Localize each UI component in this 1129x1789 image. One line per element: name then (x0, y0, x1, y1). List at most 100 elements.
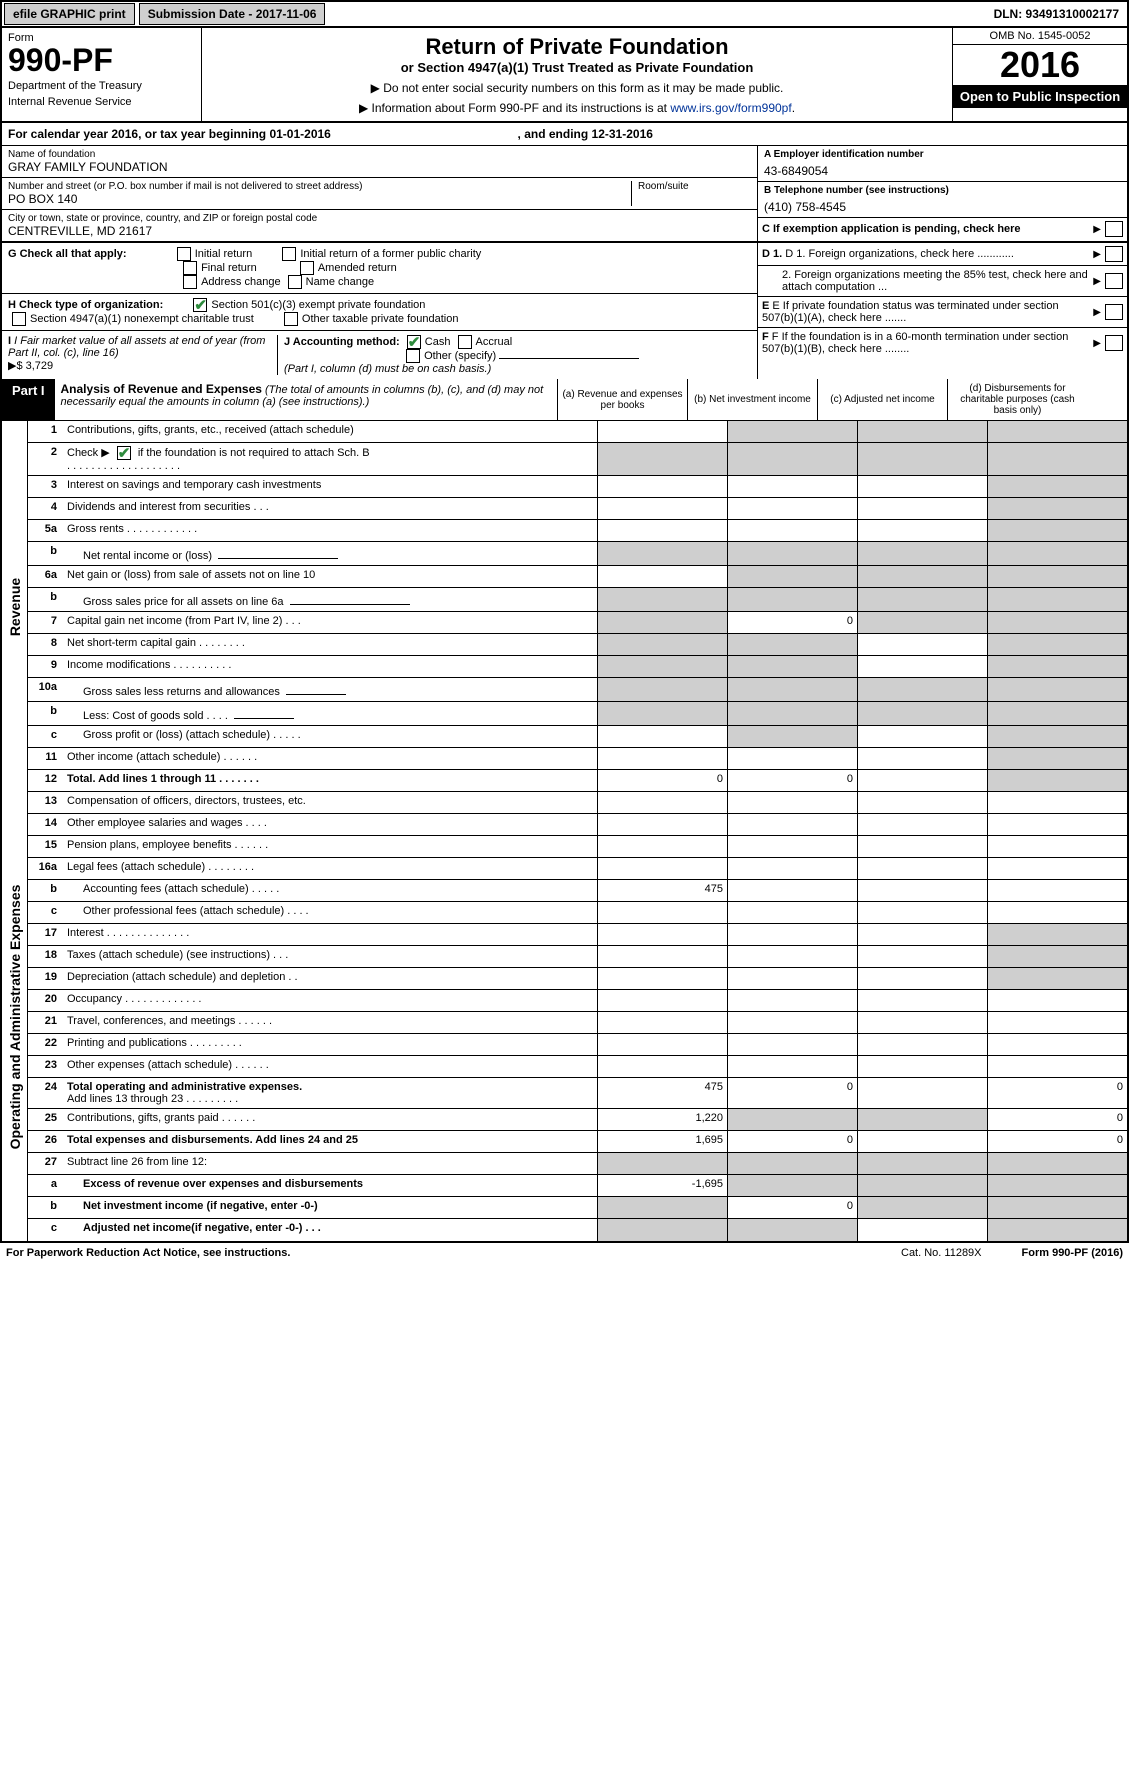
row-10b: bLess: Cost of goods sold . . . . (28, 702, 1127, 726)
h-other-cb[interactable] (284, 312, 298, 326)
g-cb-1[interactable] (282, 247, 296, 261)
e-row: E E If private foundation status was ter… (758, 297, 1127, 328)
info-block: Name of foundation GRAY FAMILY FOUNDATIO… (0, 146, 1129, 243)
row-27: 27Subtract line 26 from line 12: (28, 1153, 1127, 1175)
c-cell: C If exemption application is pending, c… (758, 218, 1127, 240)
form-header: Form 990-PF Department of the Treasury I… (0, 28, 1129, 123)
row-6a: 6aNet gain or (loss) from sale of assets… (28, 566, 1127, 588)
row-22: 22Printing and publications . . . . . . … (28, 1034, 1127, 1056)
hdr-mid: Return of Private Foundation or Section … (202, 28, 952, 121)
ij-row: I I Fair market value of all assets at e… (2, 331, 757, 379)
tax-year: 2016 (953, 45, 1127, 85)
e-cb[interactable] (1105, 304, 1123, 320)
col-d: (d) Disbursements for charitable purpose… (947, 379, 1087, 420)
row-16b: bAccounting fees (attach schedule) . . .… (28, 880, 1127, 902)
side-revenue: Revenue (7, 577, 23, 635)
irs: Internal Revenue Service (8, 96, 195, 108)
paperwork-notice: For Paperwork Reduction Act Notice, see … (6, 1247, 290, 1259)
row-25: 25Contributions, gifts, grants paid . . … (28, 1109, 1127, 1131)
d2-row: 2. Foreign organizations meeting the 85%… (758, 266, 1127, 297)
addr-cell: Number and street (or P.O. box number if… (2, 178, 757, 210)
cat-no: Cat. No. 11289X (901, 1247, 982, 1259)
g-cb-4[interactable] (183, 275, 197, 289)
j-cash-cb[interactable] (407, 335, 421, 349)
calendar-year-row: For calendar year 2016, or tax year begi… (0, 123, 1129, 146)
form-subtitle: or Section 4947(a)(1) Trust Treated as P… (208, 60, 946, 75)
submission-btn[interactable]: Submission Date - 2017-11-06 (139, 3, 326, 25)
row-23: 23Other expenses (attach schedule) . . .… (28, 1056, 1127, 1078)
g-cb-2[interactable] (183, 261, 197, 275)
dln: DLN: 93491310002177 (994, 7, 1127, 21)
hdr-left: Form 990-PF Department of the Treasury I… (2, 28, 202, 121)
note1: ▶ Do not enter social security numbers o… (208, 81, 946, 95)
h-501-cb[interactable] (193, 298, 207, 312)
dept: Department of the Treasury (8, 80, 195, 92)
form-number: 990-PF (8, 44, 195, 76)
form-title: Return of Private Foundation (208, 34, 946, 60)
row-11: 11Other income (attach schedule) . . . .… (28, 748, 1127, 770)
footer: For Paperwork Reduction Act Notice, see … (0, 1243, 1129, 1263)
j-accrual-cb[interactable] (458, 335, 472, 349)
r2-cb[interactable] (117, 446, 131, 460)
h-4947-cb[interactable] (12, 312, 26, 326)
row-17: 17Interest . . . . . . . . . . . . . . (28, 924, 1127, 946)
arrow-icon (1093, 248, 1101, 260)
row-13: 13Compensation of officers, directors, t… (28, 792, 1127, 814)
d1-cb[interactable] (1105, 246, 1123, 262)
row-20: 20Occupancy . . . . . . . . . . . . . (28, 990, 1127, 1012)
row-15: 15Pension plans, employee benefits . . .… (28, 836, 1127, 858)
row-14: 14Other employee salaries and wages . . … (28, 814, 1127, 836)
row-26: 26Total expenses and disbursements. Add … (28, 1131, 1127, 1153)
row-3: 3Interest on savings and temporary cash … (28, 476, 1127, 498)
col-a: (a) Revenue and expenses per books (557, 379, 687, 420)
row-5a: 5aGross rents . . . . . . . . . . . . (28, 520, 1127, 542)
row-16c: cOther professional fees (attach schedul… (28, 902, 1127, 924)
part1-desc: Analysis of Revenue and Expenses (The to… (55, 379, 557, 420)
efile-btn[interactable]: efile GRAPHIC print (4, 3, 135, 25)
row-7: 7Capital gain net income (from Part IV, … (28, 612, 1127, 634)
row-4: 4Dividends and interest from securities … (28, 498, 1127, 520)
col-c: (c) Adjusted net income (817, 379, 947, 420)
g-cb-5[interactable] (288, 275, 302, 289)
g-row: G Check all that apply: Initial return I… (2, 243, 757, 294)
d2-cb[interactable] (1105, 273, 1123, 289)
c-checkbox[interactable] (1105, 221, 1123, 237)
form-ref: Form 990-PF (2016) (1022, 1247, 1123, 1259)
row-18: 18Taxes (attach schedule) (see instructi… (28, 946, 1127, 968)
g-cb-0[interactable] (177, 247, 191, 261)
topbar: efile GRAPHIC print Submission Date - 20… (0, 0, 1129, 28)
row-19: 19Depreciation (attach schedule) and dep… (28, 968, 1127, 990)
row-1: 1Contributions, gifts, grants, etc., rec… (28, 421, 1127, 443)
tel-cell: B Telephone number (see instructions) (4… (758, 182, 1127, 218)
arrow-icon (1093, 223, 1101, 235)
row-24: 24Total operating and administrative exp… (28, 1078, 1127, 1109)
arrow-icon (1093, 275, 1101, 287)
omb: OMB No. 1545-0052 (953, 28, 1127, 45)
name-cell: Name of foundation GRAY FAMILY FOUNDATIO… (2, 146, 757, 178)
row-10a: 10aGross sales less returns and allowanc… (28, 678, 1127, 702)
row-27b: bNet investment income (if negative, ent… (28, 1197, 1127, 1219)
side-expenses: Operating and Administrative Expenses (7, 884, 23, 1149)
row-9: 9Income modifications . . . . . . . . . … (28, 656, 1127, 678)
row-2: 2Check ▶ if the foundation is not requir… (28, 443, 1127, 476)
row-21: 21Travel, conferences, and meetings . . … (28, 1012, 1127, 1034)
row-12: 12Total. Add lines 1 through 11 . . . . … (28, 770, 1127, 792)
arrow-icon (1093, 306, 1101, 318)
row-10c: cGross profit or (loss) (attach schedule… (28, 726, 1127, 748)
note2: ▶ Information about Form 990-PF and its … (208, 101, 946, 115)
hdr-right: OMB No. 1545-0052 2016 Open to Public In… (952, 28, 1127, 121)
city-cell: City or town, state or province, country… (2, 210, 757, 241)
row-16a: 16aLegal fees (attach schedule) . . . . … (28, 858, 1127, 880)
f-row: F F If the foundation is in a 60-month t… (758, 328, 1127, 358)
ein-cell: A Employer identification number 43-6849… (758, 146, 1127, 182)
d1-row: D 1. D 1. Foreign organizations, check h… (758, 243, 1127, 266)
expense-section: Operating and Administrative Expenses 13… (2, 792, 1127, 1241)
j-other-cb[interactable] (406, 349, 420, 363)
checks-block: G Check all that apply: Initial return I… (0, 243, 1129, 379)
arrow-icon (1093, 337, 1101, 349)
g-cb-3[interactable] (300, 261, 314, 275)
open-inspection: Open to Public Inspection (953, 85, 1127, 108)
irs-link[interactable]: www.irs.gov/form990pf (670, 101, 791, 115)
row-8: 8Net short-term capital gain . . . . . .… (28, 634, 1127, 656)
f-cb[interactable] (1105, 335, 1123, 351)
